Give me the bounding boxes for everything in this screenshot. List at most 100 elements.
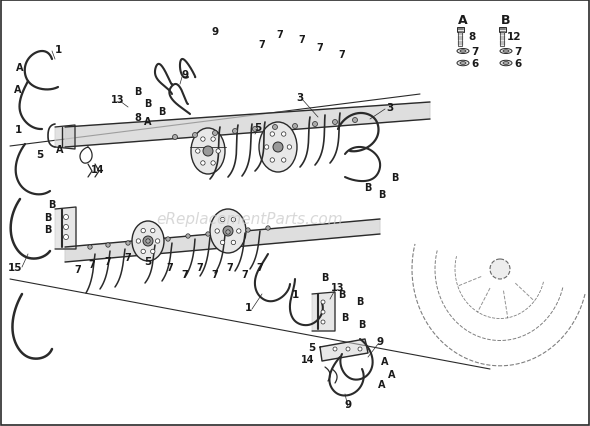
Circle shape: [215, 229, 219, 233]
Circle shape: [281, 158, 286, 163]
Text: A: A: [14, 85, 22, 95]
Circle shape: [201, 161, 205, 166]
Text: 1: 1: [244, 302, 251, 312]
Text: 7: 7: [124, 253, 132, 262]
Circle shape: [490, 259, 510, 279]
Circle shape: [270, 158, 274, 163]
Text: 5: 5: [309, 342, 316, 352]
Ellipse shape: [259, 123, 297, 173]
Text: 7: 7: [317, 43, 323, 53]
Text: 12: 12: [507, 32, 521, 42]
Text: 7: 7: [196, 262, 204, 272]
Text: 7: 7: [88, 259, 96, 269]
Text: 1: 1: [291, 289, 299, 299]
Text: 5: 5: [254, 123, 261, 132]
Circle shape: [221, 218, 225, 222]
Text: 3: 3: [386, 103, 394, 113]
Circle shape: [313, 122, 317, 127]
Ellipse shape: [460, 63, 466, 65]
Text: 7: 7: [471, 47, 478, 57]
Text: 5: 5: [145, 256, 152, 266]
Circle shape: [64, 215, 68, 220]
Text: 8: 8: [135, 113, 142, 123]
Circle shape: [192, 133, 198, 138]
Text: 7: 7: [514, 47, 522, 57]
Circle shape: [287, 145, 291, 150]
Text: 8: 8: [468, 32, 476, 42]
Circle shape: [143, 236, 153, 246]
Circle shape: [237, 229, 241, 233]
Circle shape: [321, 310, 325, 314]
Ellipse shape: [210, 210, 246, 253]
Text: A: A: [144, 117, 152, 127]
Circle shape: [64, 235, 68, 240]
Circle shape: [226, 230, 230, 235]
Circle shape: [216, 150, 221, 154]
Text: 7: 7: [212, 269, 218, 279]
Circle shape: [231, 241, 235, 245]
Text: B: B: [48, 199, 55, 210]
Text: 13: 13: [331, 282, 345, 292]
Circle shape: [150, 250, 155, 254]
Text: 7: 7: [339, 50, 345, 60]
Text: eReplacementParts.com: eReplacementParts.com: [157, 212, 343, 227]
Ellipse shape: [503, 51, 509, 53]
Text: 5: 5: [37, 150, 44, 160]
Polygon shape: [55, 126, 75, 150]
Text: 9: 9: [345, 399, 352, 409]
Circle shape: [273, 143, 283, 153]
Text: 7: 7: [242, 269, 248, 279]
Circle shape: [150, 229, 155, 233]
Text: A: A: [458, 14, 468, 26]
Circle shape: [203, 147, 213, 157]
Text: 7: 7: [182, 269, 188, 279]
Circle shape: [246, 228, 250, 233]
Text: B: B: [364, 183, 372, 193]
Text: B: B: [378, 190, 386, 199]
Circle shape: [196, 150, 200, 154]
Text: A: A: [378, 379, 386, 389]
Text: B: B: [356, 296, 363, 306]
Circle shape: [201, 138, 205, 142]
Circle shape: [141, 229, 145, 233]
Circle shape: [266, 226, 270, 230]
FancyBboxPatch shape: [457, 28, 464, 33]
Text: 7: 7: [299, 35, 306, 45]
Text: 9: 9: [376, 336, 384, 346]
Circle shape: [206, 232, 210, 237]
Circle shape: [281, 132, 286, 137]
Circle shape: [106, 243, 110, 248]
Circle shape: [126, 241, 130, 246]
Text: 7: 7: [166, 262, 173, 272]
Ellipse shape: [457, 61, 469, 66]
Text: B: B: [391, 173, 399, 183]
Ellipse shape: [460, 51, 466, 53]
Text: B: B: [322, 272, 329, 282]
Circle shape: [211, 138, 215, 142]
Circle shape: [231, 218, 235, 222]
Text: 6: 6: [514, 59, 522, 69]
Text: B: B: [145, 99, 152, 109]
Ellipse shape: [503, 63, 509, 65]
Circle shape: [223, 227, 233, 236]
Text: 7: 7: [258, 40, 266, 50]
Circle shape: [166, 237, 170, 242]
Text: 3: 3: [296, 93, 304, 103]
Polygon shape: [65, 219, 380, 262]
Circle shape: [155, 239, 160, 244]
Text: 1: 1: [54, 45, 61, 55]
Text: 7: 7: [257, 262, 263, 272]
Text: A: A: [388, 369, 396, 379]
Text: 7: 7: [104, 256, 112, 266]
Text: B: B: [44, 225, 52, 234]
Circle shape: [221, 241, 225, 245]
Text: B: B: [135, 87, 142, 97]
Circle shape: [172, 135, 178, 140]
Text: 15: 15: [8, 262, 22, 272]
Circle shape: [352, 118, 358, 123]
Circle shape: [253, 127, 257, 132]
Circle shape: [321, 320, 325, 324]
Text: 7: 7: [227, 262, 234, 272]
Circle shape: [333, 120, 337, 125]
Text: 6: 6: [471, 59, 478, 69]
